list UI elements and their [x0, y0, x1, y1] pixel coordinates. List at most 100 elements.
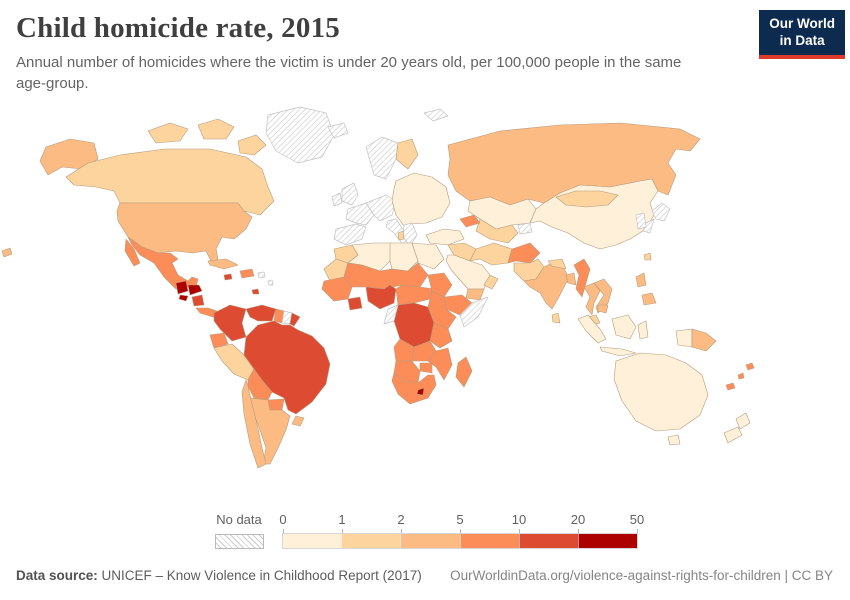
- legend-tick-10: 10: [511, 512, 527, 527]
- region-ireland[interactable]: [331, 192, 343, 207]
- region-paraguay[interactable]: [267, 398, 285, 411]
- legend-bin-0-1[interactable]: [283, 534, 342, 548]
- region-greenland[interactable]: [265, 106, 335, 164]
- region-mozambique-malawi[interactable]: [427, 347, 453, 381]
- region-kyrgyzstan-tajikistan[interactable]: [517, 222, 533, 235]
- data-source-note: Data source: UNICEF – Know Violence in C…: [16, 568, 422, 583]
- region-nepal-bhutan[interactable]: [547, 258, 567, 270]
- region-iceland[interactable]: [327, 122, 349, 139]
- region-caucasus[interactable]: [459, 214, 481, 228]
- region-baja-california[interactable]: [124, 238, 141, 267]
- region-venezuela[interactable]: [245, 304, 277, 322]
- region-borneo[interactable]: [611, 314, 637, 340]
- legend-bin-5-10[interactable]: [459, 534, 519, 548]
- region-sudan[interactable]: [427, 272, 453, 298]
- region-zimbabwe[interactable]: [419, 362, 433, 374]
- region-philippines-mindanao[interactable]: [641, 292, 657, 306]
- owid-logo[interactable]: Our World in Data: [759, 10, 845, 59]
- region-ecuador[interactable]: [209, 332, 229, 349]
- region-albania[interactable]: [397, 230, 405, 241]
- region-egypt[interactable]: [411, 242, 445, 270]
- region-tanzania[interactable]: [429, 322, 453, 349]
- region-puerto-rico[interactable]: [257, 271, 266, 279]
- region-iran[interactable]: [469, 242, 513, 266]
- region-hispaniola[interactable]: [239, 268, 255, 279]
- legend-tick-20: 20: [570, 512, 586, 527]
- region-south-africa[interactable]: [391, 372, 437, 405]
- region-usa[interactable]: [116, 202, 253, 264]
- legend-bin-10-20[interactable]: [518, 534, 578, 548]
- region-japan-north[interactable]: [651, 202, 671, 222]
- region-lesser-antilles[interactable]: [267, 279, 274, 286]
- legend-bin-2-5[interactable]: [400, 534, 460, 548]
- region-fiji[interactable]: [745, 362, 755, 371]
- region-arctic-islands-west[interactable]: [147, 122, 189, 144]
- region-sahel[interactable]: [343, 262, 429, 290]
- region-honduras[interactable]: [187, 284, 203, 296]
- region-french-guiana[interactable]: [289, 312, 301, 327]
- region-taiwan[interactable]: [643, 252, 652, 261]
- region-india[interactable]: [523, 262, 571, 310]
- region-uk[interactable]: [341, 182, 359, 206]
- region-turkey[interactable]: [425, 228, 465, 246]
- region-bangladesh[interactable]: [565, 272, 577, 286]
- region-java[interactable]: [599, 346, 637, 357]
- legend-bin-20-50[interactable]: [577, 534, 638, 548]
- region-oman[interactable]: [483, 274, 499, 290]
- legend-tick-5: 5: [456, 512, 464, 527]
- page-title: Child homicide rate, 2015: [16, 12, 340, 44]
- license-link[interactable]: OurWorldinData.org/violence-against-righ…: [450, 568, 833, 583]
- region-sumatra[interactable]: [577, 314, 607, 344]
- region-congo-gabon[interactable]: [383, 304, 399, 325]
- region-ghana-cotedivoire[interactable]: [347, 296, 363, 311]
- region-west-papua[interactable]: [675, 328, 693, 348]
- region-uruguay[interactable]: [291, 415, 305, 427]
- region-new-zealand-south[interactable]: [723, 426, 743, 444]
- region-guatemala[interactable]: [175, 280, 189, 295]
- region-tasmania[interactable]: [667, 434, 681, 446]
- region-jamaica[interactable]: [223, 273, 233, 281]
- region-chile[interactable]: [241, 379, 267, 469]
- region-cuba[interactable]: [207, 258, 239, 270]
- region-canada[interactable]: [65, 148, 275, 216]
- region-trinidad[interactable]: [251, 288, 260, 295]
- region-cambodia[interactable]: [597, 304, 609, 314]
- region-el-salvador[interactable]: [178, 294, 189, 302]
- region-nicaragua[interactable]: [191, 294, 205, 307]
- region-central-asia[interactable]: [475, 218, 519, 244]
- region-sulawesi[interactable]: [637, 320, 649, 340]
- region-vanuatu[interactable]: [737, 372, 745, 380]
- region-new-caledonia[interactable]: [725, 382, 736, 391]
- region-yemen[interactable]: [465, 288, 485, 301]
- legend-bin-1-2[interactable]: [341, 534, 401, 548]
- region-korea[interactable]: [635, 212, 647, 230]
- region-arctic-islands-east[interactable]: [237, 134, 267, 156]
- region-afghanistan[interactable]: [507, 242, 541, 264]
- region-mexico[interactable]: [127, 236, 199, 290]
- region-sri-lanka[interactable]: [551, 312, 561, 324]
- region-papua-new-guinea[interactable]: [691, 328, 717, 352]
- region-argentina[interactable]: [249, 397, 291, 465]
- region-arctic-islands-mid[interactable]: [197, 118, 235, 140]
- legend-no-data-swatch[interactable]: [215, 534, 264, 549]
- region-mongolia[interactable]: [555, 190, 619, 208]
- region-australia[interactable]: [613, 352, 709, 432]
- region-new-zealand-north[interactable]: [735, 412, 751, 430]
- legend-tick-mark: [401, 529, 402, 534]
- region-finland[interactable]: [395, 138, 419, 170]
- region-eastern-europe[interactable]: [391, 172, 451, 227]
- legend-tick-0: 0: [279, 512, 287, 527]
- region-central-europe[interactable]: [365, 194, 397, 222]
- region-svalbard[interactable]: [423, 108, 449, 122]
- region-iberia[interactable]: [333, 223, 367, 246]
- region-lesotho[interactable]: [416, 387, 425, 396]
- region-myanmar[interactable]: [573, 258, 591, 298]
- region-norway-sweden[interactable]: [365, 136, 399, 180]
- region-philippines-luzon[interactable]: [635, 272, 647, 288]
- region-nigeria[interactable]: [365, 284, 397, 310]
- region-chukotka-wrap[interactable]: [1, 247, 13, 258]
- region-japan-south[interactable]: [642, 218, 655, 234]
- region-madagascar[interactable]: [455, 356, 473, 388]
- region-cameroon-car[interactable]: [395, 284, 435, 306]
- region-somalia[interactable]: [459, 296, 489, 328]
